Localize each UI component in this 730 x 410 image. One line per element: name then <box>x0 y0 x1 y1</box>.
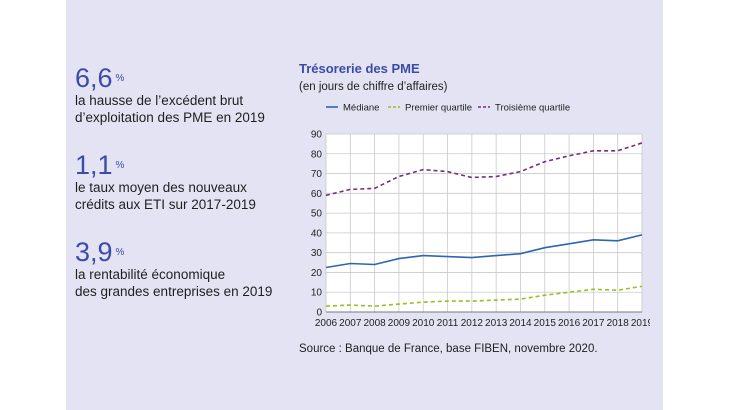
stat-unit: % <box>115 160 125 171</box>
stat-block-ebe: 6,6% la hausse de l’excédent brut d’expl… <box>75 64 265 126</box>
x-tick-label: 2018 <box>607 318 630 329</box>
legend-label: Troisième quartile <box>495 103 570 114</box>
legend-label: Premier quartile <box>405 103 472 114</box>
y-tick-label: 80 <box>311 149 323 160</box>
stat-description-line: des grandes entreprises en 2019 <box>75 284 273 299</box>
line-chart: Médiane Premier quartile Troisième quartil… <box>311 103 650 330</box>
x-tick-label: 2019 <box>631 318 650 329</box>
stat-block-credit-rate: 1,1% le taux moyen des nouveaux crédits … <box>75 151 256 213</box>
y-tick-label: 20 <box>311 268 323 279</box>
x-tick-label: 2008 <box>363 318 386 329</box>
stat-description-line: crédits aux ETI sur 2017-2019 <box>75 197 256 212</box>
x-tick-label: 2006 <box>315 318 338 329</box>
stat-block-profitability: 3,9% la rentabilité économique des grand… <box>75 238 272 300</box>
x-tick-label: 2017 <box>582 318 605 329</box>
chart-subtitle: (en jours de chiffre d’affaires) <box>299 81 448 93</box>
stat-description-line: le taux moyen des nouveaux <box>75 180 247 195</box>
x-tick-label: 2013 <box>485 318 508 329</box>
x-tick-label: 2015 <box>534 318 557 329</box>
series-line-3 <box>325 142 643 197</box>
plot-background <box>326 134 642 312</box>
chart-title: Trésorerie des PME <box>299 61 420 76</box>
chart-legend: Médiane Premier quartile Troisième quartil… <box>326 103 570 114</box>
y-tick-label: 50 <box>311 209 323 220</box>
y-tick-label: 0 <box>316 308 322 319</box>
stat-value: 1,1 <box>75 150 113 180</box>
x-tick-label: 2007 <box>339 318 362 329</box>
stat-value: 6,6 <box>75 63 113 93</box>
x-tick-label: 2011 <box>437 318 459 329</box>
y-tick-label: 30 <box>311 248 323 259</box>
chart-source: Source : Banque de France, base FIBEN, n… <box>299 343 598 355</box>
stat-value: 3,9 <box>75 237 113 267</box>
y-tick-label: 70 <box>311 169 323 180</box>
series-line-2 <box>325 285 643 307</box>
stat-description-line: la hausse de l’excédent brut <box>75 93 244 108</box>
y-tick-label: 60 <box>311 189 323 200</box>
x-tick-label: 2016 <box>558 318 581 329</box>
x-tick-label: 2012 <box>461 318 484 329</box>
legend-label: Médiane <box>343 103 379 114</box>
stat-description-line: la rentabilité économique <box>75 267 226 282</box>
y-tick-label: 90 <box>311 130 323 141</box>
stat-unit: % <box>115 247 125 258</box>
series-line-1 <box>325 234 643 269</box>
stat-unit: % <box>115 73 125 84</box>
x-tick-label: 2014 <box>509 318 532 329</box>
y-tick-label: 10 <box>311 288 323 299</box>
stat-description-line: d’exploitation des PME en 2019 <box>75 110 265 125</box>
y-tick-label: 40 <box>311 228 323 239</box>
x-tick-label: 2010 <box>412 318 435 329</box>
x-tick-label: 2009 <box>388 318 411 329</box>
